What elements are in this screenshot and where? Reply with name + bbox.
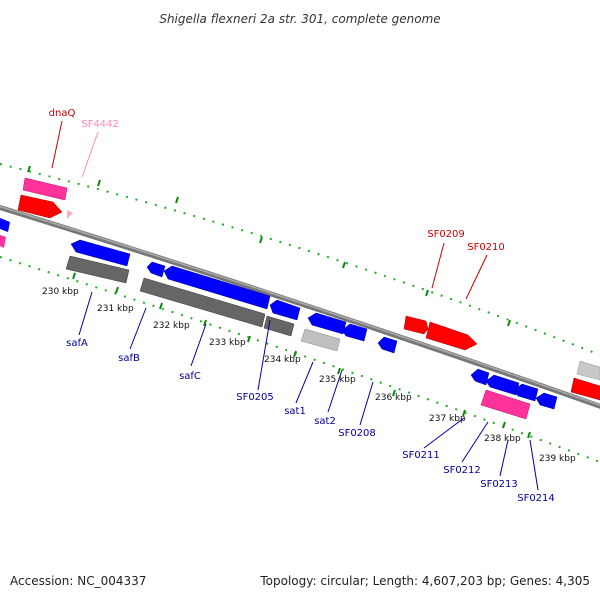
gene-label-SF0211[interactable]: SF0211	[402, 450, 440, 461]
gene-SF0212[interactable]	[485, 374, 520, 396]
accession-text: Accession: NC_004337	[10, 574, 147, 588]
gene-SF0213[interactable]	[513, 383, 539, 402]
map-title: Shigella flexneri 2a str. 301, complete …	[159, 12, 440, 26]
gene-safC-feature[interactable]	[139, 277, 266, 328]
gene-label-safB[interactable]: safB	[118, 353, 140, 364]
gene-safB[interactable]	[146, 261, 166, 278]
scale-label-234: 234 kbp	[264, 355, 301, 365]
gene-SF0208[interactable]	[377, 336, 398, 354]
scale-label-237: 237 kbp	[429, 414, 466, 424]
gene-right-edge-grey[interactable]	[576, 360, 600, 381]
scale-label-236: 236 kbp	[375, 393, 412, 403]
gene-dnaQ[interactable]	[17, 194, 63, 219]
scale-label-239: 239 kbp	[539, 454, 576, 464]
gene-label-sat1[interactable]: sat1	[284, 406, 306, 417]
upper-tick-ring	[0, 163, 600, 356]
gene-SF0210[interactable]	[425, 321, 478, 351]
scale-label-231: 231 kbp	[97, 304, 134, 314]
gene-label-SF4442[interactable]: SF4442	[81, 119, 119, 130]
scale-label-238: 238 kbp	[484, 434, 521, 444]
gene-right-edge-red[interactable]	[570, 377, 600, 401]
gene-label-SF0210[interactable]: SF0210	[467, 242, 505, 253]
gene-sat2[interactable]	[341, 323, 368, 342]
gene-label-SF0213[interactable]: SF0213	[480, 479, 518, 490]
scale-label-232: 232 kbp	[153, 321, 190, 331]
gene-sat1[interactable]	[307, 312, 347, 335]
gene-dnaQ-pseudo[interactable]	[22, 177, 68, 201]
gene-left-edge-blue[interactable]	[0, 218, 10, 232]
gene-label-SF0209[interactable]: SF0209	[427, 229, 465, 240]
genome-backbone-highlight	[0, 205, 600, 407]
scale-label-233: 233 kbp	[209, 338, 246, 348]
gene-SF0213-pseudo[interactable]	[480, 389, 531, 420]
gene-label-safC[interactable]: safC	[179, 371, 201, 382]
gene-label-safA[interactable]: safA	[66, 338, 88, 349]
gene-left-edge-pink[interactable]	[0, 235, 6, 248]
gene-SF0211[interactable]	[470, 368, 490, 386]
gene-SF0209[interactable]	[403, 315, 429, 335]
lower-major-ticks	[72, 272, 531, 439]
gene-label-SF0212[interactable]: SF0212	[443, 465, 481, 476]
gene-safC[interactable]	[163, 265, 271, 310]
gene-label-SF0208[interactable]: SF0208	[338, 428, 376, 439]
topology-text: Topology: circular; Length: 4,607,203 bp…	[260, 574, 590, 588]
gene-SF0214[interactable]	[535, 392, 558, 410]
gene-SF4442[interactable]	[67, 210, 73, 219]
gene-SF0205[interactable]	[269, 299, 301, 321]
scale-label-230: 230 kbp	[42, 287, 79, 297]
gene-sat1-feature[interactable]	[300, 328, 341, 352]
gene-label-dnaQ[interactable]: dnaQ	[49, 108, 76, 119]
gene-label-sat2[interactable]: sat2	[314, 416, 336, 427]
scale-label-235: 235 kbp	[319, 375, 356, 385]
gene-safA-feature[interactable]	[65, 255, 130, 284]
genome-backbone	[0, 204, 600, 409]
label-leader-lines	[51, 120, 539, 491]
gene-SF0205-feature[interactable]	[263, 315, 295, 337]
gene-label-SF0205[interactable]: SF0205	[236, 392, 274, 403]
upper-major-ticks	[27, 165, 511, 327]
gene-label-SF0214[interactable]: SF0214	[517, 493, 555, 504]
gene-safA[interactable]	[70, 239, 131, 267]
